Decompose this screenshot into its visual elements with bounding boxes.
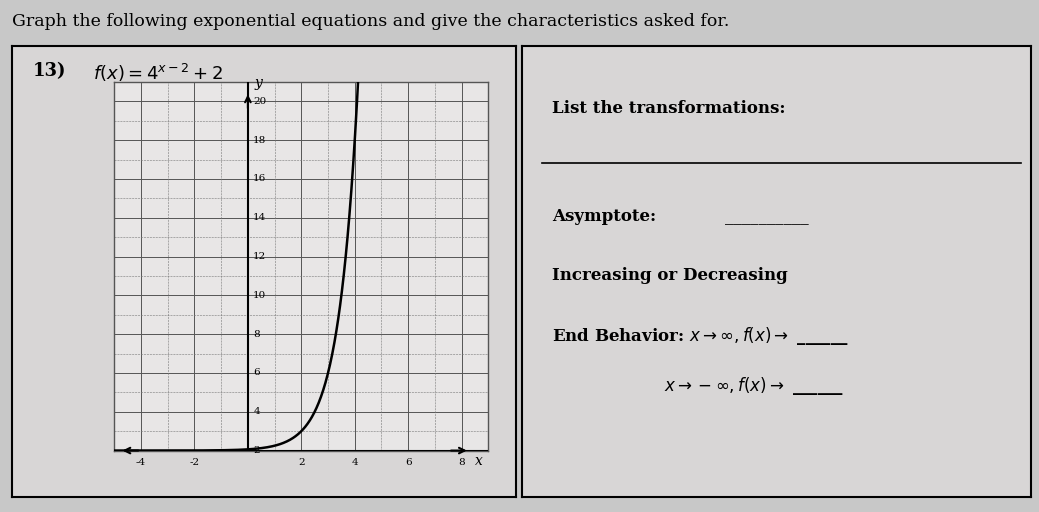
Text: 8: 8 bbox=[254, 330, 260, 338]
Text: Graph the following exponential equations and give the characteristics asked for: Graph the following exponential equation… bbox=[12, 13, 729, 30]
Text: y: y bbox=[255, 76, 263, 90]
Text: x: x bbox=[475, 455, 483, 468]
Text: -2: -2 bbox=[189, 458, 199, 467]
Text: 13): 13) bbox=[32, 62, 66, 80]
Text: $f(x) = 4^{x-2} + 2$: $f(x) = 4^{x-2} + 2$ bbox=[94, 62, 223, 84]
Text: -4: -4 bbox=[136, 458, 146, 467]
Text: Asymptote:: Asymptote: bbox=[552, 208, 657, 225]
Text: 18: 18 bbox=[254, 136, 266, 144]
Text: $x \to -\infty, f(x) \to$ ______: $x \to -\infty, f(x) \to$ ______ bbox=[664, 375, 845, 397]
Text: Increasing or Decreasing: Increasing or Decreasing bbox=[552, 267, 788, 284]
Text: 2: 2 bbox=[254, 446, 260, 455]
Text: 14: 14 bbox=[254, 213, 266, 222]
Text: 12: 12 bbox=[254, 252, 266, 261]
Text: List the transformations:: List the transformations: bbox=[552, 100, 785, 117]
Text: 6: 6 bbox=[254, 369, 260, 377]
Text: __________: __________ bbox=[725, 208, 809, 225]
Text: 20: 20 bbox=[254, 97, 266, 106]
Text: 4: 4 bbox=[254, 407, 260, 416]
Text: 10: 10 bbox=[254, 291, 266, 300]
Text: 2: 2 bbox=[298, 458, 304, 467]
Text: End Behavior: $x \to \infty, f(x) \to$ ______: End Behavior: $x \to \infty, f(x) \to$ _… bbox=[552, 326, 849, 348]
Text: 8: 8 bbox=[458, 458, 464, 467]
Text: 16: 16 bbox=[254, 175, 266, 183]
Text: 6: 6 bbox=[405, 458, 411, 467]
Text: 4: 4 bbox=[351, 458, 358, 467]
